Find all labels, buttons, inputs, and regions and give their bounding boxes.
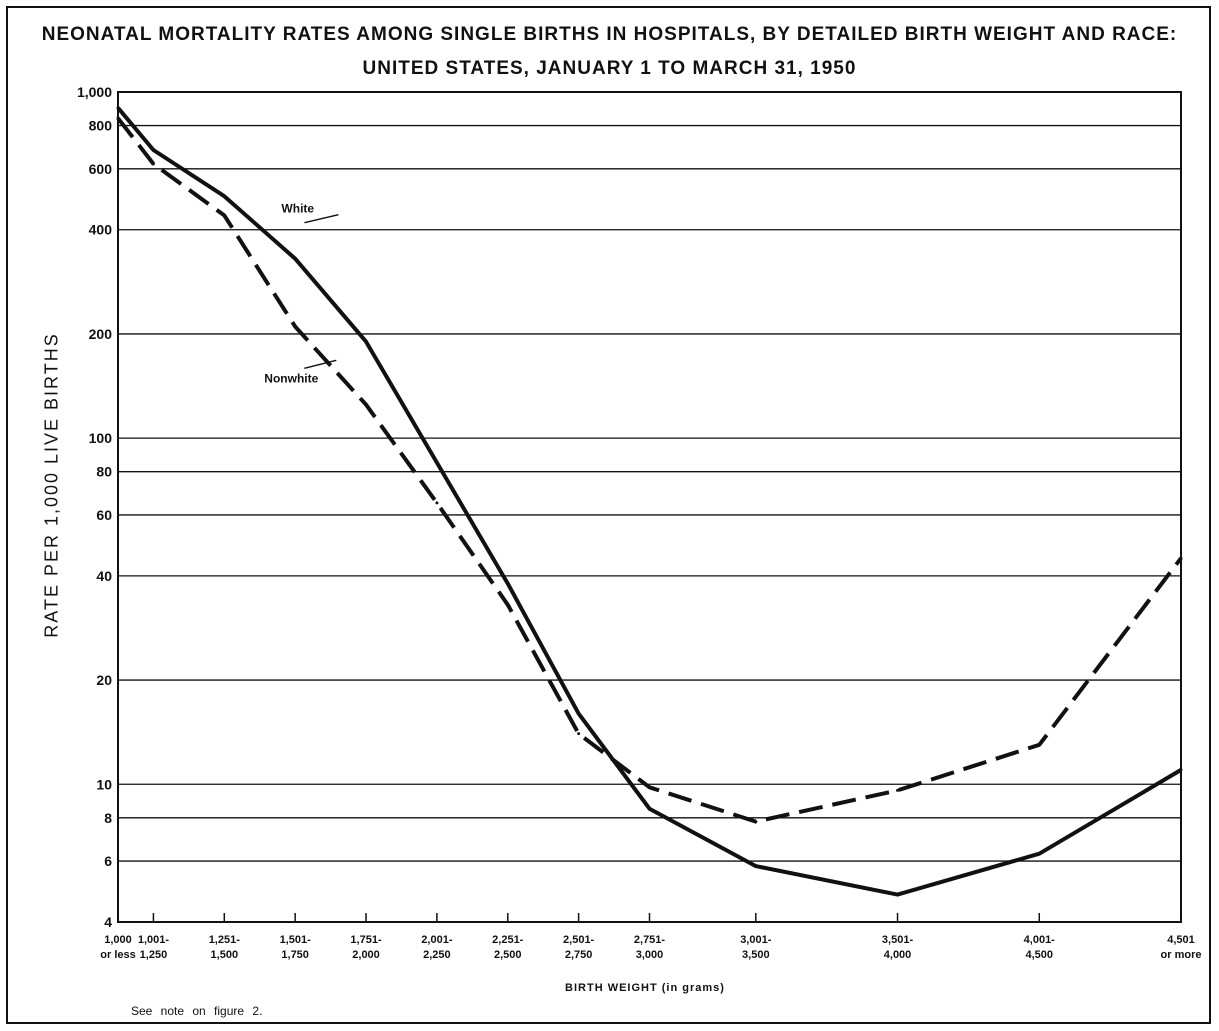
data-point-nonwhite: [116, 116, 120, 120]
data-point-white: [222, 194, 226, 198]
x-tick-label: 1,001-: [138, 934, 170, 946]
x-tick-label: 1,501-: [280, 934, 312, 946]
data-point-nonwhite: [896, 788, 900, 792]
x-tick-label: 3,000: [636, 949, 664, 961]
chart-subtitle: UNITED STATES, JANUARY 1 TO MARCH 31, 19…: [362, 58, 857, 79]
series-label-leader-white: [304, 213, 339, 224]
x-tick-label: 2,501-: [563, 934, 595, 946]
y-tick-label: 8: [104, 810, 112, 826]
x-tick-label: 4,000: [884, 949, 912, 961]
y-tick-label: 800: [89, 118, 113, 134]
x-tick-label: 2,001-: [421, 934, 453, 946]
y-tick-label: 20: [96, 672, 112, 688]
y-tick-label: 400: [89, 222, 113, 238]
figure-frame: [6, 6, 1211, 1024]
x-tick-label: 4,500: [1026, 949, 1054, 961]
series-line-white: [116, 106, 1183, 897]
x-tick-label: 1,250: [140, 949, 168, 961]
x-tick-label: 2,500: [494, 949, 522, 961]
x-tick-label: 4,501: [1167, 934, 1195, 946]
data-point-nonwhite: [1179, 556, 1183, 560]
y-tick-label: 6: [104, 853, 112, 869]
data-point-white: [116, 106, 120, 110]
data-point-white: [577, 712, 581, 716]
data-point-white: [896, 893, 900, 897]
y-tick-label: 1,000: [77, 84, 112, 100]
y-tick-label: 80: [96, 464, 112, 480]
series-label-nonwhite: Nonwhite: [264, 371, 318, 385]
x-tick-label: 2,000: [352, 949, 380, 961]
data-point-white: [754, 864, 758, 868]
y-tick-label: 600: [89, 161, 113, 177]
x-tick-label: 4,001-: [1024, 934, 1056, 946]
x-tick-label: 1,750: [281, 949, 309, 961]
data-point-nonwhite: [364, 403, 368, 407]
series-line-nonwhite: [116, 116, 1183, 824]
x-tick-label: 3,501-: [882, 934, 914, 946]
data-point-nonwhite: [577, 732, 581, 736]
figure-note: See note on figure 2.: [131, 1004, 263, 1018]
data-point-white: [435, 461, 439, 465]
x-tick-label: 2,250: [423, 949, 451, 961]
y-tick-label: 200: [89, 326, 113, 342]
x-tick-label: 1,251-: [209, 934, 241, 946]
data-point-white: [364, 340, 368, 344]
x-tick-label: 1,500: [211, 949, 239, 961]
x-tick-label: 2,751-: [634, 934, 666, 946]
y-tick-label: 40: [96, 568, 112, 584]
x-tick-label: 1,751-: [350, 934, 382, 946]
data-point-nonwhite: [1037, 743, 1041, 747]
data-point-white: [151, 148, 155, 152]
data-point-nonwhite: [435, 501, 439, 505]
data-point-nonwhite: [151, 162, 155, 166]
plot-area-border: [117, 91, 1182, 923]
x-tick-label: 3,001-: [740, 934, 772, 946]
x-tick-label: 3,500: [742, 949, 770, 961]
data-point-white: [1179, 768, 1183, 772]
y-tick-label: 100: [89, 430, 113, 446]
y-tick-label: 60: [96, 507, 112, 523]
x-axis-label: BIRTH WEIGHT (in grams): [565, 982, 725, 994]
series-label-white: White: [281, 202, 314, 216]
data-point-nonwhite: [222, 213, 226, 217]
x-tick-label: or more: [1161, 949, 1202, 961]
data-point-nonwhite: [754, 820, 758, 824]
data-point-white: [648, 807, 651, 811]
chart-title: NEONATAL MORTALITY RATES AMONG SINGLE BI…: [41, 24, 1178, 45]
data-point-nonwhite: [293, 325, 297, 329]
x-tick-label: 1,000: [104, 934, 132, 946]
data-point-nonwhite: [506, 603, 510, 607]
x-tick-label: 2,750: [565, 949, 593, 961]
data-point-nonwhite: [648, 785, 651, 789]
y-tick-label: 4: [104, 914, 112, 930]
y-tick-label: 10: [96, 776, 112, 792]
data-point-white: [506, 582, 510, 586]
data-point-white: [1037, 852, 1041, 856]
data-point-white: [293, 257, 297, 261]
x-tick-label: 2,251-: [492, 934, 524, 946]
series-label-leader-nonwhite: [304, 359, 337, 370]
x-tick-label: or less: [100, 949, 135, 961]
